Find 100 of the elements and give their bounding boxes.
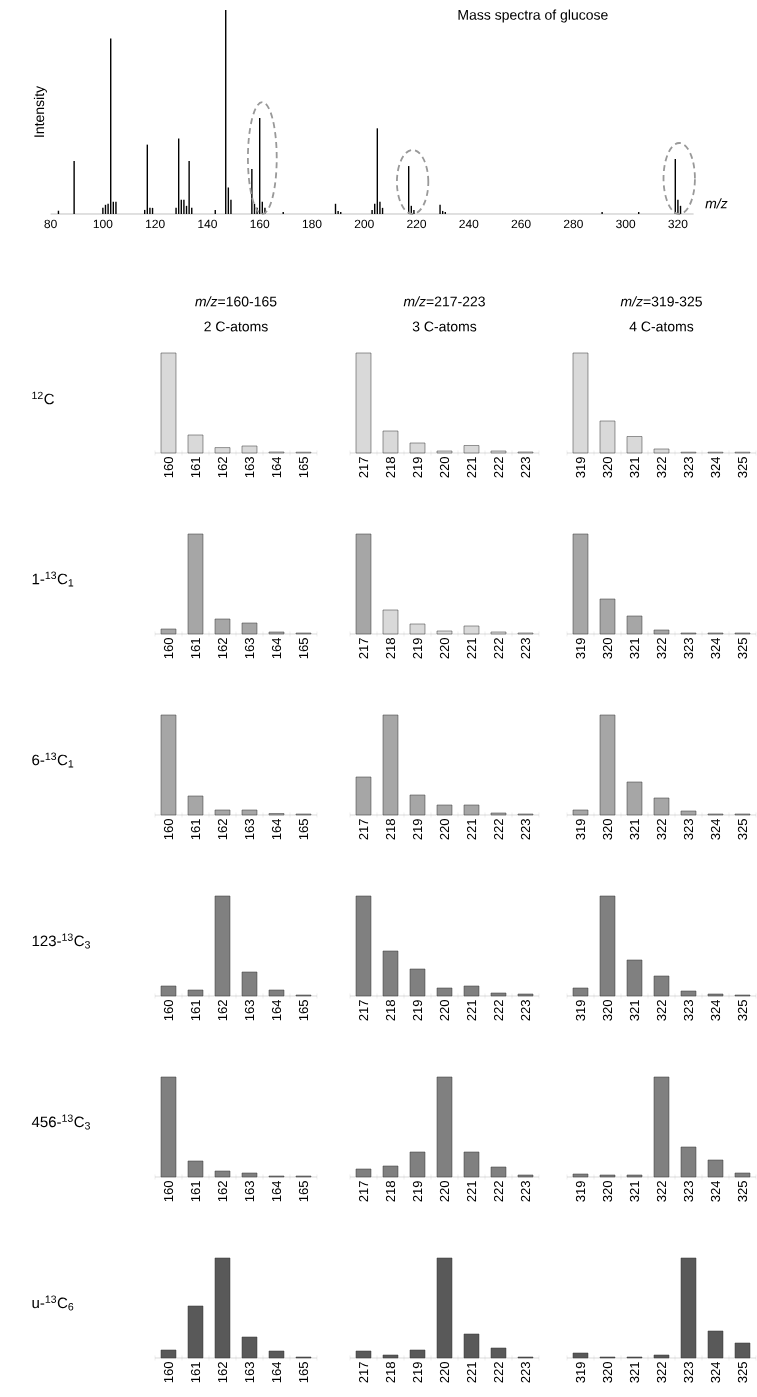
x-tick-label: 323 — [683, 1000, 694, 1021]
x-tick-label: 180 — [302, 219, 322, 229]
x-tick-label: 164 — [271, 818, 282, 840]
x-tick-label: 322 — [656, 457, 667, 478]
x-tick-label: 220 — [439, 1181, 450, 1202]
x-tick-label: 320 — [602, 638, 613, 659]
y-axis-title: Intensity — [33, 85, 47, 137]
x-tick-label: 217 — [358, 1181, 369, 1202]
x-tick-label: 220 — [407, 219, 427, 229]
x-tick-label: 161 — [190, 638, 201, 659]
x-tick-label: 140 — [198, 219, 217, 229]
x-tick-label: 164 — [271, 1361, 282, 1383]
x-tick-label: 217 — [358, 1362, 369, 1383]
x-tick-label: 222 — [493, 1181, 504, 1202]
x-tick-label: 323 — [683, 457, 694, 478]
x-tick-label: 223 — [520, 1362, 531, 1383]
x-tick-label: 223 — [520, 638, 531, 659]
x-tick-label: 161 — [190, 1181, 201, 1202]
x-tick-label: 218 — [385, 1362, 396, 1383]
x-tick-label: 324 — [710, 1180, 721, 1202]
x-tick-label: 164 — [271, 999, 282, 1021]
x-tick-label: 324 — [710, 999, 721, 1021]
x-tick-label: 162 — [217, 1362, 228, 1383]
x-tick-label: 322 — [656, 1000, 667, 1021]
x-tick-label: 323 — [683, 638, 694, 659]
x-tick-label: 320 — [602, 457, 613, 478]
x-tick-label: 321 — [629, 819, 640, 840]
x-tick-label: 160 — [163, 1362, 174, 1383]
x-tick-label: 320 — [602, 1362, 613, 1383]
y-axis-title: 1-$^{13}$C$_{1}$ — [32, 571, 74, 587]
x-tick-label: 322 — [656, 1181, 667, 1202]
x-tick-label: 220 — [439, 1000, 450, 1021]
x-tick-label: 161 — [190, 1000, 201, 1021]
x-tick-label: 219 — [412, 1000, 423, 1021]
x-tick-label: 165 — [298, 819, 309, 840]
x-tick-label: 319 — [575, 457, 586, 478]
x-tick-label: 165 — [298, 1000, 309, 1021]
x-tick-label: 322 — [656, 1362, 667, 1383]
x-tick-label: 162 — [217, 819, 228, 840]
x-tick-label: 219 — [412, 457, 423, 478]
x-tick-label: 221 — [466, 1362, 477, 1383]
x-tick-label: 319 — [575, 819, 586, 840]
x-tick-label: 162 — [217, 1181, 228, 1202]
x-tick-label: 222 — [493, 819, 504, 840]
x-tick-label: 223 — [520, 819, 531, 840]
x-tick-label: 218 — [385, 1000, 396, 1021]
x-tick-label: 319 — [575, 1000, 586, 1021]
x-tick-label: 217 — [358, 1000, 369, 1021]
chart-subtitle: 2 C-atoms — [204, 321, 268, 332]
x-tick-label: 218 — [385, 457, 396, 478]
x-tick-label: 321 — [629, 457, 640, 478]
y-axis-title: 123-$^{13}$C$_{3}$ — [32, 933, 90, 949]
x-tick-label: 280 — [563, 219, 583, 229]
x-tick-label: 322 — [656, 638, 667, 659]
x-tick-label: 319 — [575, 1362, 586, 1383]
x-tick-label: 324 — [710, 456, 721, 478]
x-tick-label: 325 — [737, 457, 748, 478]
x-tick-label: 162 — [217, 638, 228, 659]
chart-title: m/z=160-165 — [195, 296, 277, 307]
chart-title: m/z=319-325 — [620, 296, 702, 307]
x-tick-label: 325 — [737, 819, 748, 840]
x-tick-label: 80 — [44, 219, 57, 229]
x-tick-label: 165 — [298, 1362, 309, 1383]
y-axis-title: 6-$^{13}$C$_{1}$ — [32, 752, 74, 768]
x-tick-label: 162 — [217, 1000, 228, 1021]
x-tick-label: 218 — [385, 1181, 396, 1202]
x-tick-label: 100 — [93, 219, 113, 229]
x-tick-label: 217 — [358, 819, 369, 840]
x-tick-label: 219 — [412, 1362, 423, 1383]
x-tick-label: 220 — [439, 819, 450, 840]
x-tick-label: 219 — [412, 638, 423, 659]
x-tick-label: 321 — [629, 1000, 640, 1021]
x-tick-label: 160 — [163, 1181, 174, 1202]
x-tick-label: 321 — [629, 638, 640, 659]
x-tick-label: 260 — [511, 219, 531, 229]
x-tick-label: 217 — [358, 638, 369, 659]
x-tick-label: 222 — [493, 1362, 504, 1383]
x-tick-label: 218 — [385, 819, 396, 840]
x-tick-label: 160 — [163, 819, 174, 840]
x-tick-label: 120 — [146, 219, 165, 229]
y-axis-title: u-$^{13}$C$_{6}$ — [32, 1295, 74, 1311]
x-tick-label: 221 — [466, 1181, 477, 1202]
x-tick-label: 320 — [602, 1000, 613, 1021]
chart-subtitle: 3 C-atoms — [412, 321, 477, 332]
x-tick-label: 222 — [493, 1000, 504, 1021]
x-tick-label: 164 — [271, 637, 282, 659]
x-tick-label: 162 — [217, 457, 228, 478]
x-tick-label: 164 — [271, 1180, 282, 1202]
x-tick-label: 325 — [737, 1362, 748, 1383]
x-tick-label: 223 — [520, 1000, 531, 1021]
x-tick-label: 165 — [298, 457, 309, 478]
x-tick-label: 218 — [385, 638, 396, 659]
x-tick-label: 221 — [466, 638, 477, 659]
x-tick-label: 222 — [493, 457, 504, 478]
x-tick-label: 325 — [737, 1000, 748, 1021]
x-tick-label: 220 — [439, 638, 450, 659]
x-tick-label: 219 — [412, 819, 423, 840]
x-tick-label: 325 — [737, 1181, 748, 1202]
y-axis-title: $^{12}$C — [32, 391, 54, 405]
chart-title: Mass spectra of glucose — [458, 9, 608, 23]
